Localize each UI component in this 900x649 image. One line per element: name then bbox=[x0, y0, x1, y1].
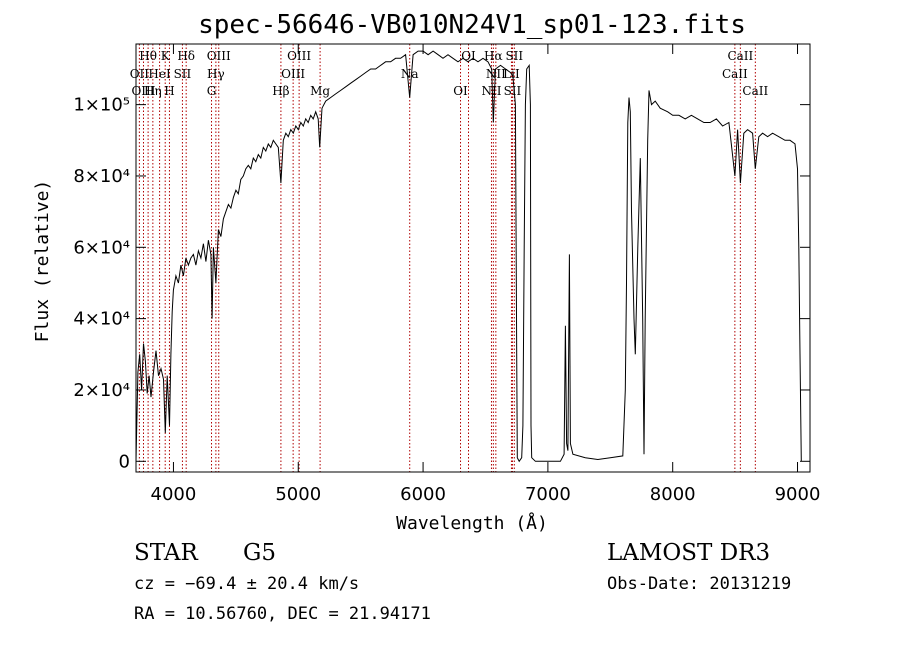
marker-label-22: Hβ bbox=[272, 84, 289, 98]
marker-label-7: SII bbox=[505, 49, 523, 63]
marker-label-26: SII bbox=[504, 84, 522, 98]
y-tick-label-0: 0 bbox=[119, 451, 130, 472]
marker-label-0: Hθ bbox=[139, 49, 157, 63]
marker-label-10: HeI bbox=[148, 67, 171, 81]
emission-line-markers bbox=[138, 44, 756, 472]
object-subclass: G5 bbox=[243, 540, 277, 566]
marker-label-23: Mg bbox=[310, 84, 330, 98]
marker-label-1: K bbox=[161, 49, 171, 63]
marker-label-19: Hη bbox=[144, 84, 162, 98]
x-axis-ticks: 4000 5000 6000 7000 8000 9000 bbox=[151, 44, 821, 505]
marker-label-4: OIII bbox=[287, 49, 311, 63]
x-tick-label-4: 8000 bbox=[650, 484, 696, 505]
observation-date: Obs-Date: 20131219 bbox=[607, 574, 792, 594]
y-tick-label-3: 6×10⁴ bbox=[73, 237, 130, 258]
x-tick-label-5: 9000 bbox=[775, 484, 821, 505]
marker-label-24: OI bbox=[453, 84, 468, 98]
y-tick-label-1: 2×10⁴ bbox=[73, 380, 130, 401]
marker-label-17: CaII bbox=[722, 67, 748, 81]
marker-label-12: Hγ bbox=[207, 67, 225, 81]
survey-name: LAMOST DR3 bbox=[607, 540, 771, 566]
redshift-cz: cz = −69.4 ± 20.4 km/s bbox=[134, 574, 360, 594]
y-axis-ticks: 0 2×10⁴ 4×10⁴ 6×10⁴ 8×10⁴ 1×10⁵ bbox=[73, 95, 810, 472]
marker-label-20: H bbox=[164, 84, 174, 98]
marker-label-21: G bbox=[207, 84, 217, 98]
y-axis-label: Flux (relative) bbox=[32, 180, 53, 343]
marker-label-6: Hα bbox=[484, 49, 503, 63]
plot-frame bbox=[135, 43, 811, 473]
spectrum-line bbox=[135, 50, 802, 463]
marker-label-11: SII bbox=[174, 67, 192, 81]
marker-label-2: Hδ bbox=[177, 49, 195, 63]
x-tick-label-0: 4000 bbox=[151, 484, 197, 505]
x-tick-label-3: 7000 bbox=[525, 484, 571, 505]
x-axis-label: Wavelength (Å) bbox=[396, 512, 548, 534]
marker-label-18: OIII bbox=[131, 84, 155, 98]
x-tick-label-1: 5000 bbox=[275, 484, 321, 505]
marker-label-27: CaII bbox=[742, 84, 768, 98]
marker-label-25: NII bbox=[481, 84, 501, 98]
marker-label-14: Na bbox=[401, 67, 419, 81]
marker-label-3: OIII bbox=[207, 49, 231, 63]
marker-label-15: NII bbox=[486, 67, 506, 81]
y-tick-label-5: 1×10⁵ bbox=[73, 95, 130, 116]
y-tick-label-2: 4×10⁴ bbox=[73, 309, 130, 330]
ra-dec-coordinates: RA = 10.56760, DEC = 21.94171 bbox=[134, 604, 431, 624]
x-tick-label-2: 6000 bbox=[400, 484, 446, 505]
marker-label-9: OII bbox=[130, 67, 150, 81]
marker-label-13: OIII bbox=[281, 67, 305, 81]
y-tick-label-4: 8×10⁴ bbox=[73, 166, 130, 187]
chart-title: spec-56646-VB010N24V1_sp01-123.fits bbox=[198, 10, 746, 40]
object-class: STAR bbox=[134, 540, 198, 566]
marker-label-8: CaII bbox=[727, 49, 753, 63]
